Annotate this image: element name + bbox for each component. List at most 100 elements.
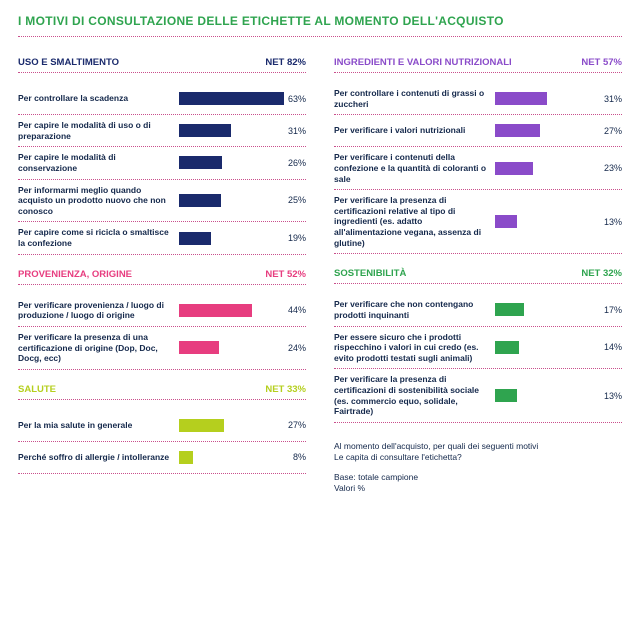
footnote-base: Base: totale campione bbox=[334, 472, 418, 482]
bar bbox=[179, 451, 193, 464]
right-column: INGREDIENTI E VALORI NUTRIZIONALINET 57%… bbox=[334, 57, 622, 495]
bar bbox=[179, 92, 284, 105]
row-bar-area: 23% bbox=[495, 162, 622, 175]
group-header: INGREDIENTI E VALORI NUTRIZIONALINET 57% bbox=[334, 57, 622, 73]
row-label: Per verificare i contenuti della confezi… bbox=[334, 152, 495, 184]
row-bar-area: 27% bbox=[179, 419, 306, 432]
bar-row: Per controllare i contenuti di grassi o … bbox=[334, 83, 622, 115]
bar-row: Per la mia salute in generale 27% bbox=[18, 410, 306, 442]
chart-group: SALUTENET 33% Per la mia salute in genera… bbox=[18, 384, 306, 474]
row-label: Per capire come si ricicla o smaltisce l… bbox=[18, 227, 179, 248]
bar-track bbox=[179, 124, 284, 137]
bar-track bbox=[179, 156, 284, 169]
bar bbox=[179, 124, 231, 137]
chart-group: USO E SMALTIMENTONET 82% Per controllare … bbox=[18, 57, 306, 255]
row-value: 17% bbox=[600, 305, 622, 315]
bar bbox=[179, 156, 222, 169]
row-label: Per verificare la presenza di certificaz… bbox=[334, 195, 495, 248]
group-name: USO E SMALTIMENTO bbox=[18, 57, 265, 68]
row-label: Per verificare provenienza / luogo di pr… bbox=[18, 300, 179, 321]
bar bbox=[495, 341, 518, 354]
bar bbox=[179, 194, 221, 207]
group-net-value: NET 82% bbox=[265, 57, 306, 68]
row-bar-area: 19% bbox=[179, 232, 306, 245]
bar bbox=[495, 162, 533, 175]
row-label: Per informarmi meglio quando acquisto un… bbox=[18, 185, 179, 217]
row-label: Per capire le modalità di conservazione bbox=[18, 152, 179, 173]
row-value: 26% bbox=[284, 158, 306, 168]
group-name: SALUTE bbox=[18, 384, 265, 395]
bar-track bbox=[179, 341, 284, 354]
row-bar-area: 26% bbox=[179, 156, 306, 169]
bar bbox=[179, 341, 219, 354]
bar-row: Per informarmi meglio quando acquisto un… bbox=[18, 180, 306, 223]
group-header: SOSTENIBILITÀNET 32% bbox=[334, 268, 622, 284]
bar-row: Per controllare la scadenza 63% bbox=[18, 83, 306, 115]
bar-row: Per verificare la presenza di una certif… bbox=[18, 327, 306, 370]
bar-row: Per verificare provenienza / luogo di pr… bbox=[18, 295, 306, 327]
row-bar-area: 13% bbox=[495, 389, 622, 402]
bar bbox=[495, 124, 540, 137]
group-net-value: NET 33% bbox=[265, 384, 306, 395]
row-bar-area: 13% bbox=[495, 215, 622, 228]
bar-track bbox=[495, 124, 600, 137]
bar bbox=[495, 303, 523, 316]
row-bar-area: 14% bbox=[495, 341, 622, 354]
row-bar-area: 27% bbox=[495, 124, 622, 137]
row-bar-area: 44% bbox=[179, 304, 306, 317]
chart-group: SOSTENIBILITÀNET 32% Per verificare che n… bbox=[334, 268, 622, 423]
group-name: INGREDIENTI E VALORI NUTRIZIONALI bbox=[334, 57, 581, 68]
group-name: SOSTENIBILITÀ bbox=[334, 268, 581, 279]
row-bar-area: 24% bbox=[179, 341, 306, 354]
row-label: Perché soffro di allergie / intolleranze bbox=[18, 452, 179, 463]
row-value: 24% bbox=[284, 343, 306, 353]
row-value: 19% bbox=[284, 233, 306, 243]
bar-row: Per essere sicuro che i prodotti rispecc… bbox=[334, 327, 622, 370]
row-bar-area: 25% bbox=[179, 194, 306, 207]
row-label: Per essere sicuro che i prodotti rispecc… bbox=[334, 332, 495, 364]
row-bar-area: 8% bbox=[179, 451, 306, 464]
group-name: PROVENIENZA, ORIGINE bbox=[18, 269, 265, 280]
group-header: PROVENIENZA, ORIGINENET 52% bbox=[18, 269, 306, 285]
bar-row: Per capire le modalità di uso o di prepa… bbox=[18, 115, 306, 147]
columns-container: USO E SMALTIMENTONET 82% Per controllare … bbox=[18, 57, 622, 495]
row-value: 13% bbox=[600, 391, 622, 401]
row-label: Per verificare la presenza di certificaz… bbox=[334, 374, 495, 417]
bar-track bbox=[179, 194, 284, 207]
bar-row: Per verificare la presenza di certificaz… bbox=[334, 369, 622, 423]
row-label: Per verificare che non contengano prodot… bbox=[334, 299, 495, 320]
row-value: 27% bbox=[284, 420, 306, 430]
group-net-value: NET 32% bbox=[581, 268, 622, 279]
footnotes: Al momento dell'acquisto, per quali dei … bbox=[334, 441, 622, 495]
bar-track bbox=[495, 389, 600, 402]
bar bbox=[495, 389, 517, 402]
bar-row: Per verificare che non contengano prodot… bbox=[334, 294, 622, 326]
bar-track bbox=[495, 303, 600, 316]
bar bbox=[495, 215, 517, 228]
right-groups-container: INGREDIENTI E VALORI NUTRIZIONALINET 57%… bbox=[334, 57, 622, 423]
bar bbox=[495, 92, 547, 105]
bar-track bbox=[179, 92, 284, 105]
row-label: Per capire le modalità di uso o di prepa… bbox=[18, 120, 179, 141]
bar-track bbox=[179, 232, 284, 245]
bar-track bbox=[179, 419, 284, 432]
group-net-value: NET 57% bbox=[581, 57, 622, 68]
bar bbox=[179, 232, 211, 245]
bar bbox=[179, 419, 224, 432]
row-value: 63% bbox=[284, 94, 306, 104]
bar-row: Per verificare i contenuti della confezi… bbox=[334, 147, 622, 190]
row-label: Per verificare la presenza di una certif… bbox=[18, 332, 179, 364]
row-value: 25% bbox=[284, 195, 306, 205]
bar-row: Per capire le modalità di conservazione 2… bbox=[18, 147, 306, 179]
row-value: 31% bbox=[284, 126, 306, 136]
chart-group: INGREDIENTI E VALORI NUTRIZIONALINET 57%… bbox=[334, 57, 622, 254]
row-value: 44% bbox=[284, 305, 306, 315]
bar-track bbox=[179, 451, 289, 464]
row-label: Per la mia salute in generale bbox=[18, 420, 179, 431]
bar-track bbox=[495, 162, 600, 175]
row-value: 23% bbox=[600, 163, 622, 173]
row-bar-area: 31% bbox=[495, 92, 622, 105]
footnote-question-l2: Le capita di consultare l'etichetta? bbox=[334, 452, 462, 462]
row-label: Per controllare la scadenza bbox=[18, 93, 179, 104]
group-net-value: NET 52% bbox=[265, 269, 306, 280]
